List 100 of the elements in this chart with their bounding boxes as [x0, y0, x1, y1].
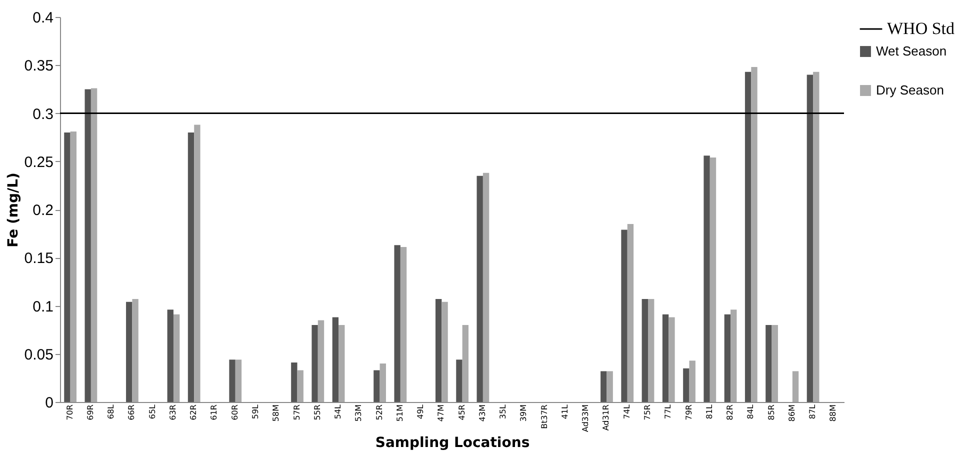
- x-tick-label: 79R: [684, 404, 694, 420]
- bar: [766, 325, 772, 402]
- bar: [751, 67, 758, 402]
- x-tick-label: 86M: [787, 404, 796, 422]
- x-tick-label: 87L: [808, 404, 818, 420]
- bar: [792, 371, 799, 402]
- legend-label: Dry Season: [876, 82, 944, 98]
- bar: [772, 325, 778, 402]
- bar: [730, 310, 737, 402]
- x-tick-label: 75R: [643, 404, 652, 420]
- legend-label: WHO Std: [887, 19, 956, 38]
- bar: [297, 370, 304, 402]
- bar: [668, 317, 675, 402]
- x-tick-label: 47M: [436, 404, 446, 422]
- x-tick-label: 82R: [726, 404, 735, 420]
- y-tick-label: 0.25: [24, 154, 54, 171]
- x-tick-label: 45R: [457, 404, 466, 420]
- y-tick-label: 0.2: [32, 202, 54, 219]
- legend-label: Wet Season: [876, 44, 947, 58]
- x-tick-label: 35L: [498, 404, 508, 420]
- x-tick-label: 55R: [312, 404, 322, 420]
- x-tick-label: 69R: [86, 404, 95, 420]
- bar: [229, 360, 236, 402]
- bar: [235, 360, 242, 402]
- bar: [173, 314, 180, 402]
- y-tick-label: 0.15: [24, 250, 54, 268]
- bar: [642, 299, 648, 402]
- bar: [126, 302, 132, 402]
- bar: [456, 360, 462, 402]
- y-tick-label: 0.05: [24, 346, 54, 364]
- bar: [662, 314, 669, 402]
- bar: [462, 325, 469, 402]
- bar: [312, 325, 318, 402]
- bar: [400, 247, 407, 402]
- x-tick-label: 61R: [210, 404, 219, 420]
- x-tick-label: 81L: [704, 404, 714, 420]
- x-tick-label: 68L: [106, 404, 116, 420]
- bar: [621, 230, 628, 402]
- bar: [704, 156, 710, 402]
- x-tick-label: 85R: [766, 404, 776, 420]
- y-tick-label: 0.1: [32, 298, 54, 316]
- bar: [380, 364, 386, 402]
- bar: [374, 370, 380, 402]
- x-tick-label: 60R: [230, 404, 240, 420]
- bar: [132, 299, 138, 402]
- x-axis-title: Sampling Locations: [375, 434, 530, 451]
- x-tick-label: 84L: [746, 404, 756, 420]
- bar: [813, 72, 820, 402]
- x-tick-label: 77L: [664, 404, 673, 420]
- bar: [600, 371, 607, 402]
- bar: [683, 368, 690, 402]
- bar: [476, 176, 483, 402]
- bar: [70, 132, 77, 402]
- bar: [724, 314, 731, 402]
- x-tick-label: 43M: [478, 404, 487, 422]
- bar: [338, 325, 345, 402]
- bar: [394, 245, 400, 402]
- bar: [291, 362, 298, 402]
- bar: [648, 299, 654, 402]
- y-tick-label: 0.35: [24, 58, 54, 75]
- x-tick-label: 41L: [560, 404, 570, 420]
- bar: [188, 132, 194, 402]
- y-axis-title: Fe (mg/L): [5, 172, 22, 248]
- x-tick-label: 59L: [251, 404, 260, 420]
- bar: [90, 88, 98, 402]
- bar: [806, 74, 814, 402]
- bar: [167, 310, 174, 402]
- bar: [744, 72, 752, 402]
- x-tick-label: 57R: [292, 404, 302, 420]
- x-tick-label: Bt37R: [540, 404, 549, 429]
- bar: [606, 371, 613, 402]
- x-tick-label: 52R: [374, 404, 384, 420]
- bar: [194, 124, 200, 402]
- x-tick-label: 88M: [828, 404, 838, 422]
- bar: [442, 302, 448, 402]
- bar: [710, 158, 716, 402]
- x-tick-label: 74L: [622, 404, 632, 420]
- bar: [627, 224, 634, 402]
- y-tick-label: 0: [45, 394, 54, 412]
- bar: [689, 360, 696, 402]
- bar: [435, 299, 442, 402]
- y-tick-label: 0.4: [32, 10, 54, 26]
- x-tick-label: 58M: [272, 404, 281, 422]
- x-tick-label: 49L: [416, 404, 426, 420]
- x-tick-label: 51M: [395, 404, 404, 422]
- bar: [64, 132, 70, 402]
- bar: [318, 320, 324, 402]
- y-tick-label: 0.3: [32, 106, 54, 123]
- x-tick-label: 63R: [168, 404, 178, 420]
- x-tick-label: Ad33M: [581, 404, 590, 432]
- bar: [332, 317, 339, 402]
- x-tick-label: 54L: [334, 404, 343, 420]
- x-tick-label: 39M: [519, 404, 528, 422]
- x-tick-label: 53M: [354, 404, 364, 422]
- bar: [482, 172, 490, 402]
- x-tick-label: 62R: [189, 404, 198, 420]
- x-tick-label: 70R: [65, 404, 74, 420]
- x-tick-label: Ad31R: [602, 404, 611, 431]
- x-tick-label: 65L: [148, 404, 157, 420]
- bar: [84, 89, 91, 402]
